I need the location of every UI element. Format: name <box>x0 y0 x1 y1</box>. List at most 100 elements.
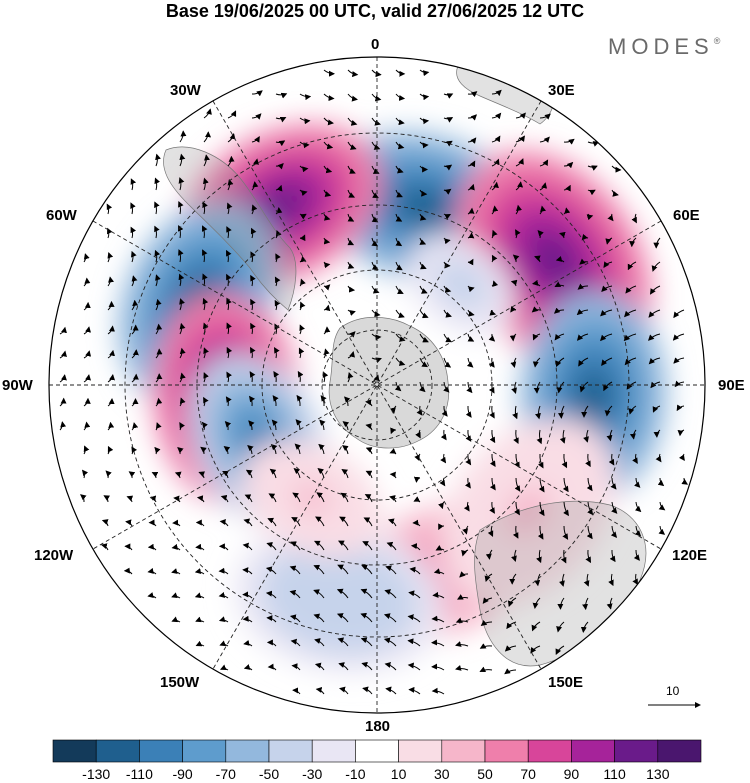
wind-vector-71 <box>178 177 185 191</box>
wind-vector-417 <box>489 501 495 514</box>
wind-vector-156 <box>534 255 541 263</box>
wind-vector-94 <box>202 201 208 215</box>
wind-vector-478 <box>265 566 277 575</box>
wind-vector-546 <box>530 645 541 654</box>
wind-vector-293 <box>674 380 685 388</box>
wind-vector-197 <box>323 304 331 312</box>
anomaly-contour-4-3 <box>178 276 219 327</box>
wind-vector-554 <box>361 661 373 671</box>
wind-vector-366 <box>514 453 520 469</box>
wind-vector-218 <box>179 322 186 335</box>
wind-vector-403 <box>149 495 157 503</box>
wind-vector-551 <box>291 663 301 671</box>
wind-vector-458 <box>314 540 325 551</box>
wind-vector-500 <box>289 589 301 599</box>
australia <box>474 500 647 667</box>
wind-vector-553 <box>338 662 349 671</box>
wind-vector-213 <box>59 326 67 335</box>
anomaly-contour-6-1 <box>206 375 310 506</box>
wind-vector-418 <box>514 501 520 516</box>
wind-vector-47 <box>563 138 575 145</box>
anomaly-contour-10-3 <box>293 483 330 514</box>
anomaly-contour-6-0 <box>189 354 327 527</box>
wind-vector-211 <box>648 309 661 318</box>
wind-vector-84 <box>491 181 499 191</box>
wind-vector-186 <box>649 285 661 295</box>
wind-vector-17 <box>227 110 237 119</box>
wind-vector-64 <box>515 158 524 167</box>
wind-vector-536 <box>290 638 301 647</box>
wind-vector-324 <box>131 422 139 431</box>
wind-vector-455 <box>242 542 253 551</box>
wind-vector-490 <box>559 573 565 587</box>
colorbar-tick-label: 30 <box>434 766 450 782</box>
wind-vector-31 <box>179 130 187 143</box>
wind-vector-315 <box>557 405 565 419</box>
wind-vector-411 <box>340 492 349 503</box>
wind-vector-237 <box>623 333 637 342</box>
colorbar-swatch-4 <box>225 739 270 763</box>
wind-vector-209 <box>600 309 613 317</box>
wind-vector-481 <box>337 564 349 575</box>
wind-vector-162 <box>83 277 91 287</box>
wind-vector-491 <box>583 573 590 587</box>
wind-vector-349 <box>107 445 114 455</box>
wind-vector-370 <box>608 453 615 466</box>
wind-vector-285 <box>488 381 495 394</box>
wind-vector-482 <box>361 564 373 575</box>
wind-vector-140 <box>154 249 161 263</box>
wind-vector-561 <box>292 687 301 695</box>
wind-vector-90 <box>106 203 113 215</box>
wind-vector-116 <box>177 224 184 239</box>
wind-vector-559 <box>479 666 493 673</box>
wind-vector-346 <box>653 429 661 438</box>
wind-vector-314 <box>535 405 541 420</box>
anomaly-contour-2-0 <box>519 290 667 502</box>
wind-vector-372 <box>655 453 662 463</box>
wind-vector-477 <box>242 567 253 575</box>
wind-vector-228 <box>419 333 429 343</box>
wind-vector-326 <box>179 422 185 431</box>
wind-vector-245 <box>179 347 186 359</box>
land-shading <box>163 64 647 667</box>
wind-vector-143 <box>226 249 232 263</box>
wind-vector-547 <box>555 645 565 656</box>
wind-vector-318 <box>628 405 637 415</box>
wind-vector-185 <box>625 285 637 294</box>
wind-vector-433 <box>291 517 301 527</box>
wind-vector-215 <box>107 325 115 335</box>
wind-vector-133 <box>581 233 589 241</box>
wind-vector-355 <box>247 444 254 455</box>
anomaly-contour-10-0 <box>240 439 382 558</box>
latitude-circle-80s <box>321 329 433 441</box>
wind-vector-332 <box>319 419 326 431</box>
wind-vector-244 <box>155 348 163 359</box>
wind-vector-414 <box>413 496 421 503</box>
wind-vector-371 <box>632 453 638 464</box>
wind-vector-345 <box>629 429 637 440</box>
wind-vector-180 <box>510 279 518 287</box>
wind-vector-448 <box>658 525 666 535</box>
wind-vector-68 <box>611 165 622 173</box>
anomaly-contour-1-3 <box>529 233 579 289</box>
wind-vector-49 <box>155 153 161 167</box>
wind-vector-238 <box>648 333 661 341</box>
wind-vector-432 <box>267 517 277 527</box>
wind-vector-352 <box>177 447 184 455</box>
wind-vector-383 <box>293 467 301 479</box>
wind-vector-135 <box>629 237 637 248</box>
wind-vector-342 <box>559 429 566 444</box>
wind-vector-548 <box>219 664 229 671</box>
wind-vector-24 <box>395 117 405 126</box>
wind-vector-72 <box>203 177 209 191</box>
wind-vector-56 <box>323 165 333 174</box>
wind-vector-123 <box>347 237 355 246</box>
wind-vector-167 <box>202 273 208 287</box>
wind-vector-235 <box>576 333 589 341</box>
wind-vector-518 <box>266 615 277 623</box>
wind-vector-110 <box>586 213 594 221</box>
wind-vector-37 <box>323 141 334 150</box>
wind-vector-443 <box>537 525 544 540</box>
wind-vector-53 <box>251 158 259 167</box>
wind-vector-44 <box>491 135 501 143</box>
